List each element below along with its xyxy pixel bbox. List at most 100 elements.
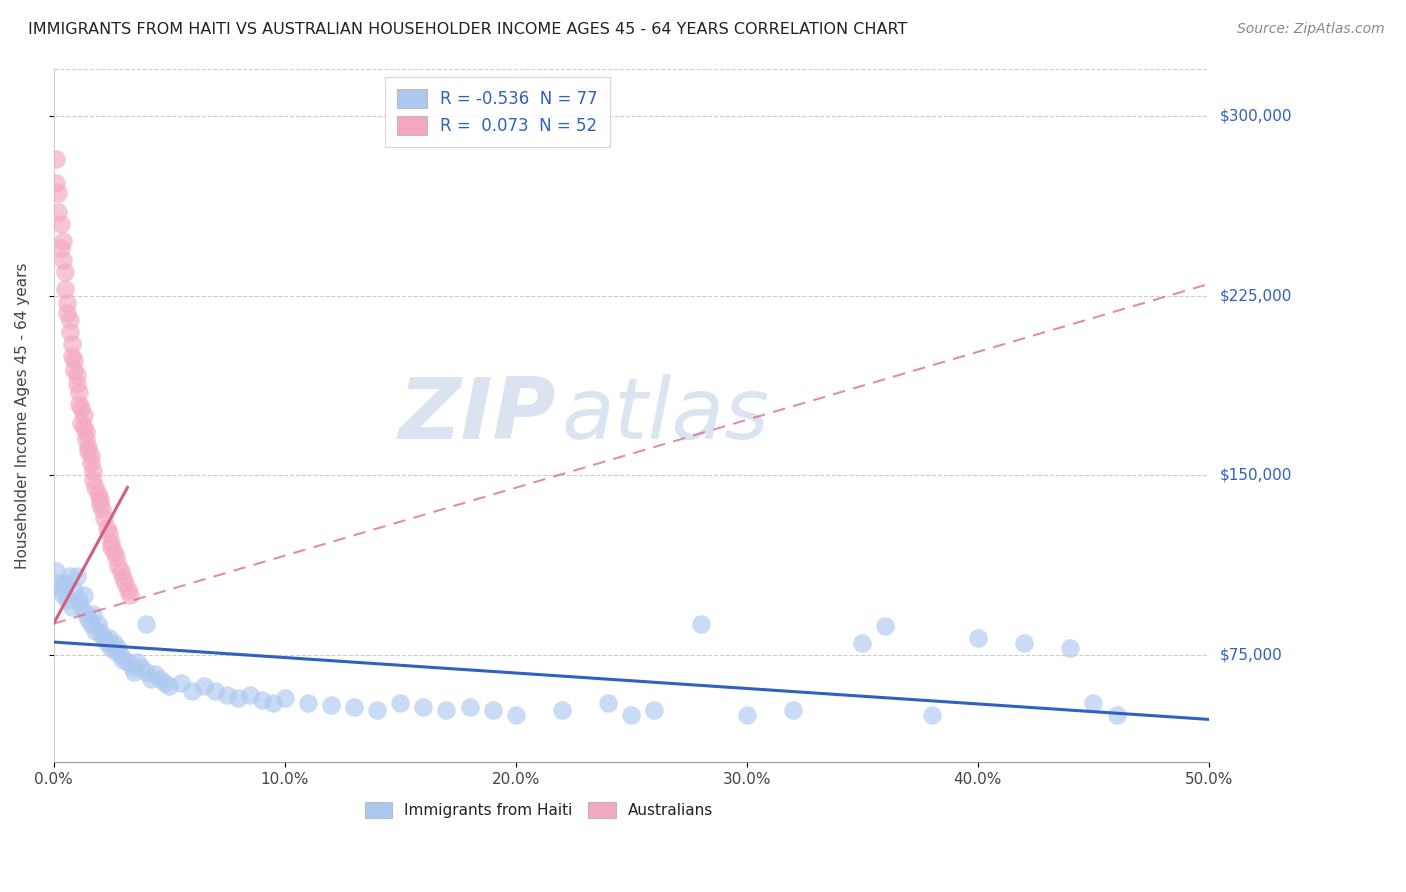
Point xyxy=(343,700,366,714)
Point xyxy=(98,525,121,540)
Text: $75,000: $75,000 xyxy=(1220,648,1282,662)
Point xyxy=(91,501,114,516)
Point xyxy=(66,368,89,382)
Point xyxy=(56,592,79,607)
Point xyxy=(598,696,620,710)
Point xyxy=(100,640,122,655)
Text: $150,000: $150,000 xyxy=(1220,467,1292,483)
Text: ZIP: ZIP xyxy=(398,374,557,457)
Point xyxy=(967,631,990,645)
Point xyxy=(100,535,122,549)
Point xyxy=(1012,636,1035,650)
Point xyxy=(103,545,125,559)
Point xyxy=(82,473,104,487)
Point xyxy=(689,616,711,631)
Point xyxy=(643,703,665,717)
Point xyxy=(67,396,90,410)
Legend: Immigrants from Haiti, Australians: Immigrants from Haiti, Australians xyxy=(359,796,718,824)
Point xyxy=(139,672,162,686)
Point xyxy=(52,252,75,267)
Point xyxy=(262,696,284,710)
Point xyxy=(505,707,527,722)
Point xyxy=(63,353,86,368)
Point xyxy=(79,456,101,470)
Point xyxy=(735,707,758,722)
Point xyxy=(389,696,412,710)
Point xyxy=(89,624,111,638)
Point xyxy=(851,636,873,650)
Point xyxy=(75,425,97,440)
Point xyxy=(153,676,176,690)
Point xyxy=(46,576,69,591)
Point xyxy=(412,700,434,714)
Point xyxy=(52,234,75,248)
Point xyxy=(93,511,115,525)
Point xyxy=(96,521,118,535)
Point xyxy=(45,153,67,167)
Point xyxy=(72,588,94,602)
Point xyxy=(75,433,97,447)
Point xyxy=(46,205,69,219)
Text: $300,000: $300,000 xyxy=(1220,109,1292,124)
Point xyxy=(875,619,897,633)
Point xyxy=(79,449,101,463)
Point xyxy=(273,690,295,705)
Point xyxy=(89,492,111,507)
Point xyxy=(56,305,79,319)
Point xyxy=(107,559,129,574)
Point xyxy=(135,616,157,631)
Point xyxy=(56,296,79,310)
Point xyxy=(118,588,141,602)
Point xyxy=(82,607,104,621)
Point xyxy=(77,440,100,454)
Point xyxy=(157,679,180,693)
Point xyxy=(149,672,172,686)
Point xyxy=(82,463,104,477)
Point xyxy=(45,564,67,578)
Point xyxy=(551,703,574,717)
Point xyxy=(107,640,129,655)
Point xyxy=(53,282,76,296)
Point xyxy=(1105,707,1128,722)
Point xyxy=(49,217,72,231)
Point xyxy=(103,636,125,650)
Point xyxy=(72,409,94,423)
Point xyxy=(59,569,82,583)
Point xyxy=(86,487,108,501)
Point xyxy=(117,583,139,598)
Point xyxy=(70,401,93,416)
Point xyxy=(250,693,273,707)
Point xyxy=(228,690,250,705)
Point xyxy=(181,683,204,698)
Text: atlas: atlas xyxy=(562,374,770,457)
Text: IMMIGRANTS FROM HAITI VS AUSTRALIAN HOUSEHOLDER INCOME AGES 45 - 64 YEARS CORREL: IMMIGRANTS FROM HAITI VS AUSTRALIAN HOUS… xyxy=(28,22,907,37)
Point xyxy=(60,349,83,363)
Point xyxy=(125,655,148,669)
Point xyxy=(77,444,100,458)
Point xyxy=(366,703,388,717)
Point xyxy=(124,665,146,679)
Point xyxy=(60,599,83,614)
Point xyxy=(77,612,100,626)
Point xyxy=(1083,696,1105,710)
Point xyxy=(67,592,90,607)
Point xyxy=(1059,640,1081,655)
Point xyxy=(66,569,89,583)
Point xyxy=(63,363,86,377)
Point xyxy=(49,241,72,255)
Point xyxy=(458,700,481,714)
Point xyxy=(131,659,153,673)
Point xyxy=(84,480,107,494)
Point xyxy=(105,645,128,659)
Point xyxy=(921,707,943,722)
Point xyxy=(91,629,114,643)
Point xyxy=(63,583,86,598)
Point xyxy=(782,703,804,717)
Point xyxy=(53,265,76,279)
Point xyxy=(84,624,107,638)
Point xyxy=(52,588,75,602)
Point xyxy=(72,420,94,434)
Point xyxy=(46,186,69,200)
Point xyxy=(121,659,143,673)
Text: $225,000: $225,000 xyxy=(1220,288,1292,303)
